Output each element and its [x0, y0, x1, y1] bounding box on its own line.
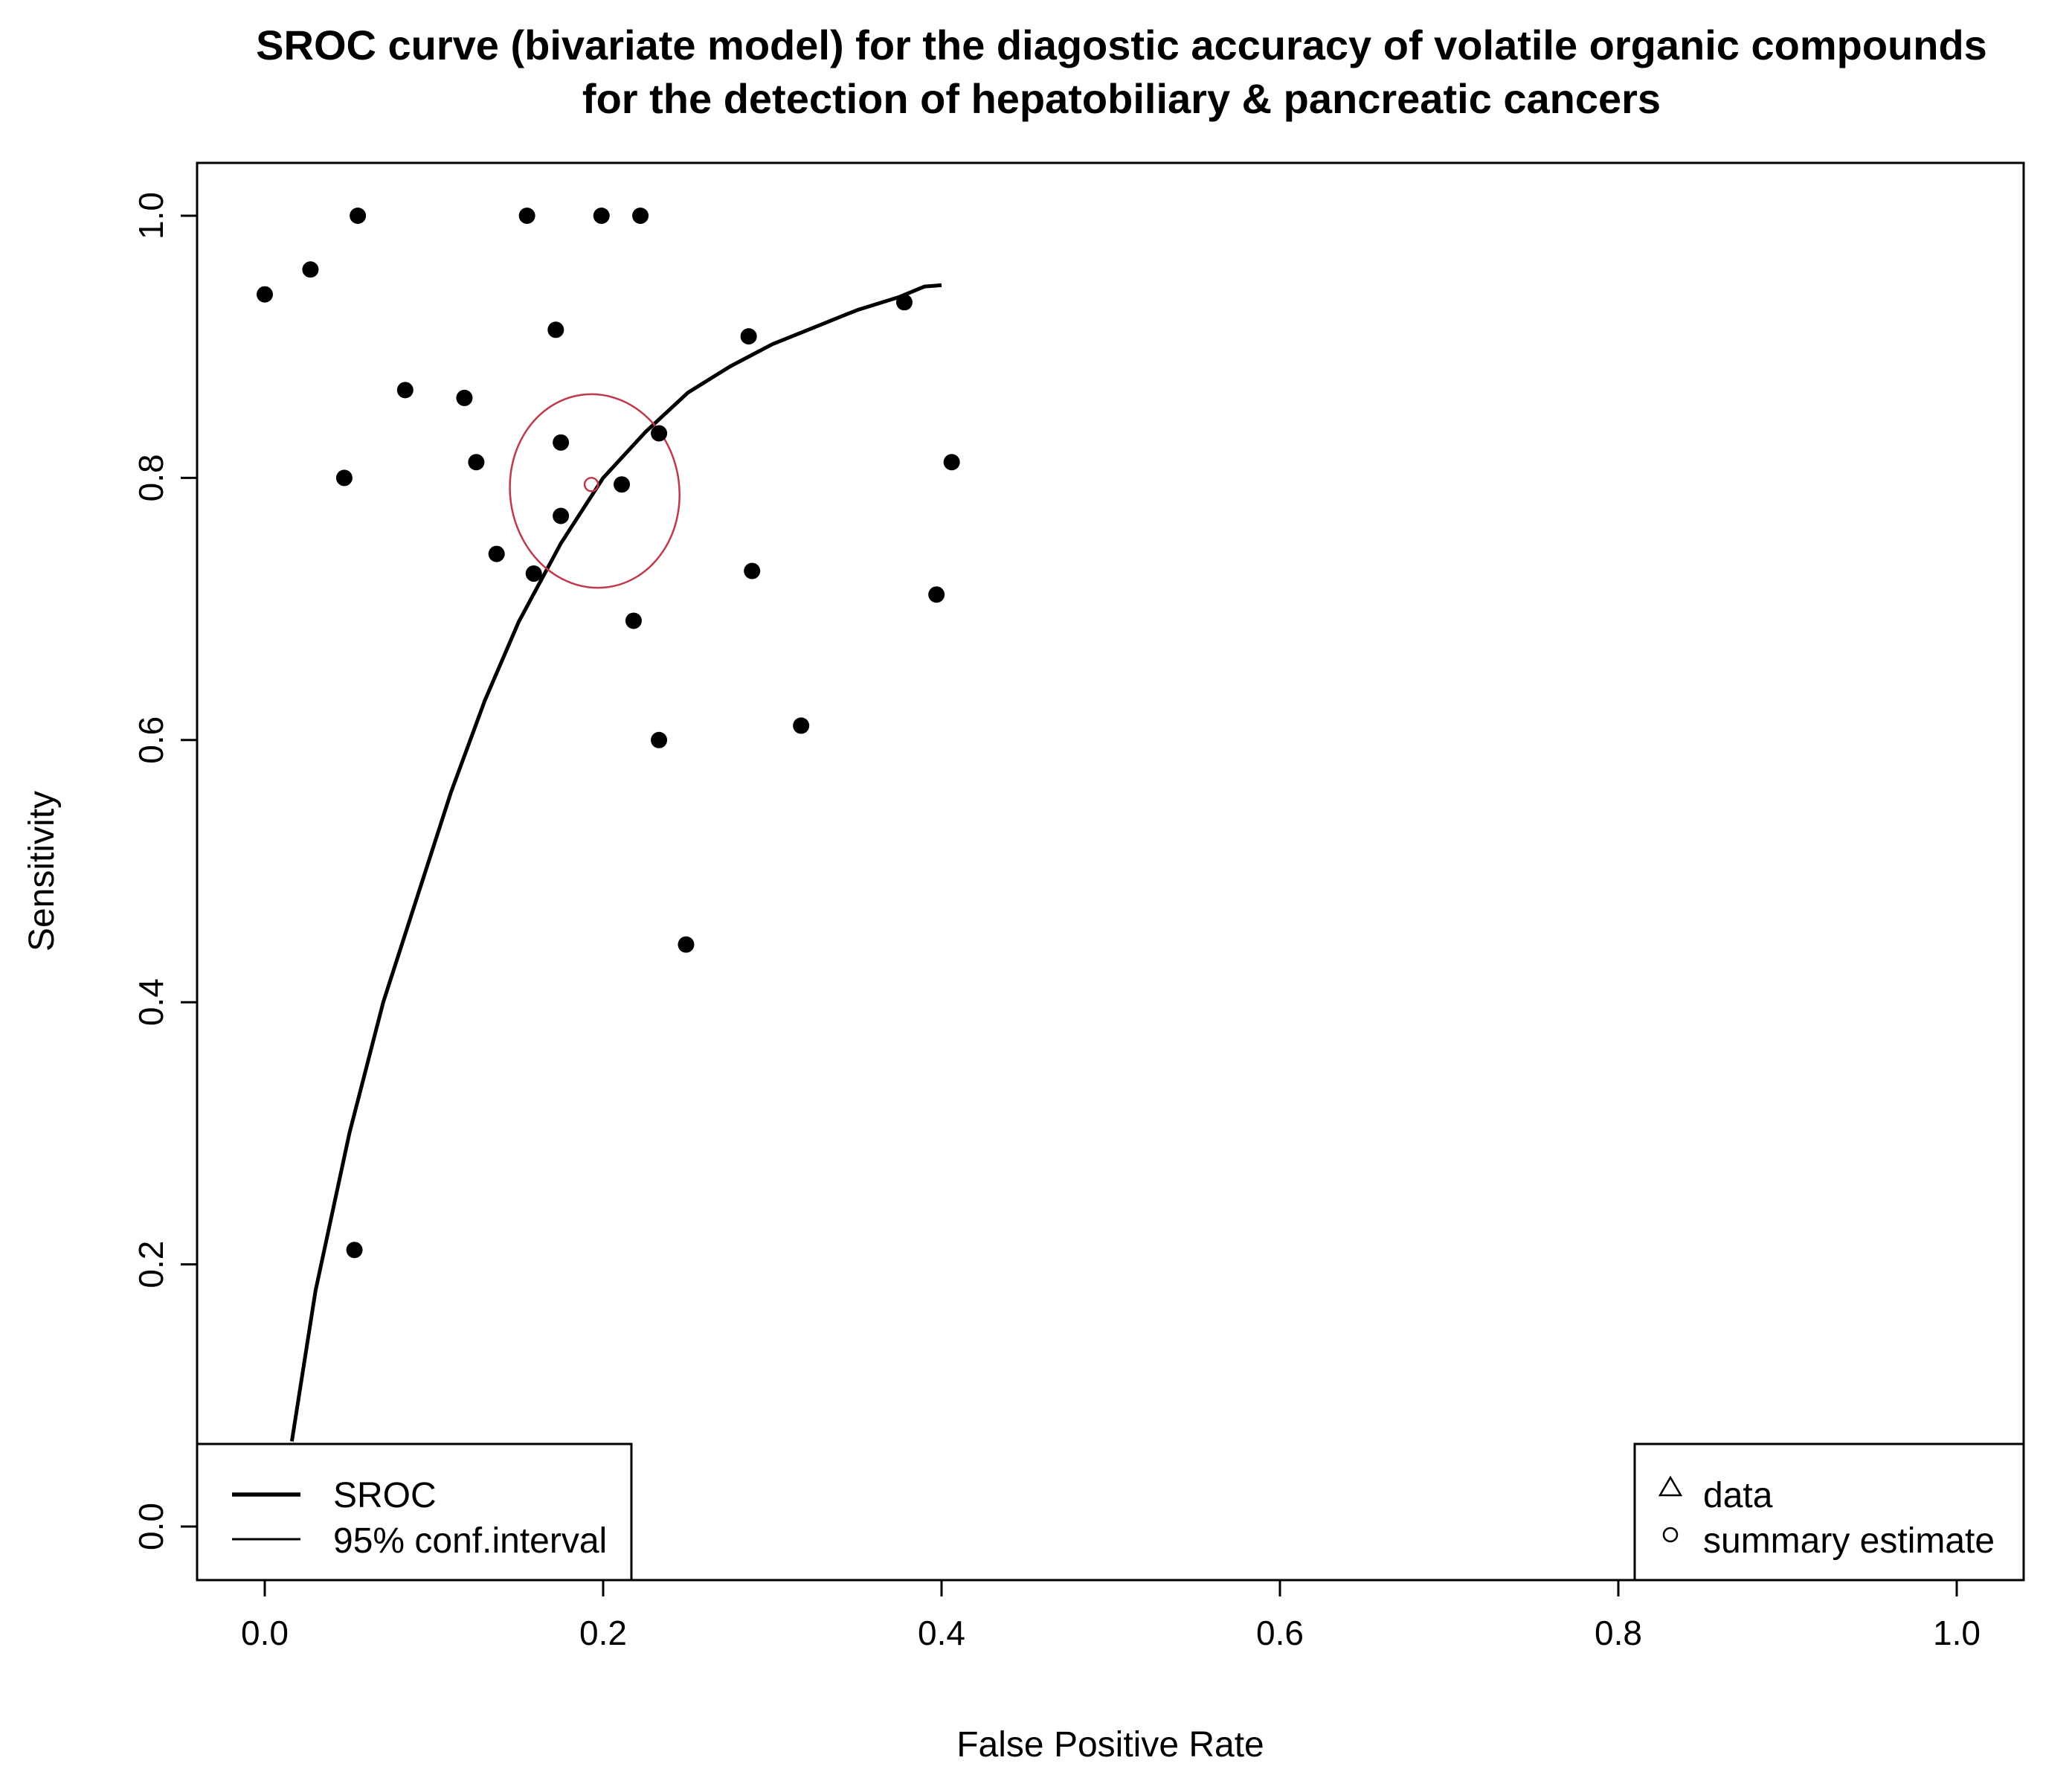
- data-point: [335, 469, 353, 487]
- data-point: [593, 208, 610, 224]
- data-point: [943, 454, 960, 471]
- data-point: [625, 612, 642, 629]
- x-tick-label: 0.6: [1256, 1614, 1304, 1652]
- legend-sroc-label: SROC: [333, 1476, 437, 1515]
- x-tick-label: 1.0: [1933, 1614, 1981, 1652]
- y-axis: 0.0 0.2 0.4 0.6 0.8 1.0: [132, 192, 199, 1550]
- data-point: [518, 208, 535, 224]
- legend-right: data summary estimate: [1633, 1442, 2025, 1582]
- data-point: [928, 586, 945, 603]
- y-tick-label: 0.2: [132, 1241, 170, 1288]
- y-axis-label: Sensitivity: [22, 791, 62, 951]
- data-point: [257, 286, 273, 303]
- data-point: [740, 328, 757, 345]
- data-point: [895, 294, 913, 311]
- data-point: [553, 507, 570, 524]
- y-tick-label: 0.6: [132, 716, 170, 764]
- confidence-ellipse: [509, 393, 681, 589]
- y-tick-label: 0.4: [132, 978, 170, 1026]
- data-point: [525, 565, 542, 582]
- data-point: [678, 936, 695, 953]
- data-point: [614, 476, 631, 493]
- x-tick-label: 0.8: [1595, 1614, 1642, 1652]
- y-tick-label: 0.0: [132, 1503, 170, 1550]
- data-point: [651, 425, 668, 442]
- y-tick-label: 0.8: [132, 454, 170, 501]
- plot-layer: [257, 208, 960, 1442]
- x-tick-label: 0.2: [579, 1614, 627, 1652]
- data-point: [488, 545, 505, 562]
- sroc-curve: [289, 283, 942, 1442]
- data-point: [302, 261, 319, 278]
- data-point: [350, 208, 367, 224]
- data-point: [744, 562, 761, 580]
- legend-left-box: [196, 1442, 633, 1582]
- data-point: [468, 454, 485, 471]
- legend-ci-label: 95% conf.interval: [333, 1521, 607, 1561]
- data-point: [456, 389, 473, 406]
- data-point: [396, 382, 414, 399]
- x-axis-label: False Positive Rate: [956, 1725, 1264, 1765]
- triangle-icon: [1658, 1475, 1683, 1497]
- data-point: [632, 208, 649, 224]
- legend-data-label: data: [1703, 1476, 1773, 1515]
- legend-summary-label: summary estimate: [1703, 1521, 1995, 1561]
- legend-right-box: [1633, 1442, 2025, 1582]
- data-point: [793, 717, 810, 734]
- x-tick-label: 0.0: [241, 1614, 289, 1652]
- data-point: [346, 1242, 363, 1259]
- y-tick-label: 1.0: [132, 192, 170, 240]
- x-tick-label: 0.4: [918, 1614, 965, 1652]
- chart-subtitle: for the detection of hepatobiliary & pan…: [582, 75, 1661, 122]
- chart-title: SROC curve (bivariate model) for the dia…: [256, 22, 1987, 68]
- data-point: [553, 434, 570, 451]
- circle-icon: [1662, 1527, 1679, 1543]
- legend-left: SROC 95% conf.interval: [196, 1442, 633, 1582]
- data-point: [547, 321, 564, 338]
- summary-estimate-point: [583, 476, 599, 492]
- data-point: [651, 731, 668, 748]
